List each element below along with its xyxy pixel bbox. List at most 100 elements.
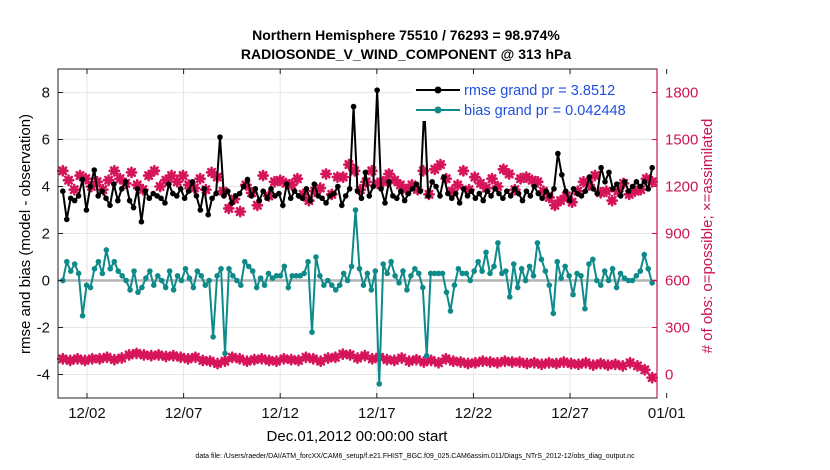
obs-count-marker [154, 180, 166, 193]
rmse-point [507, 193, 514, 199]
y-right-tick-label: 900 [665, 226, 690, 243]
rmse-point [260, 188, 267, 194]
bias-point [419, 284, 426, 291]
rmse-point [617, 193, 624, 199]
rmse-point [256, 197, 263, 204]
y-right-tick-label: 300 [665, 320, 690, 337]
bias-point [186, 275, 193, 281]
chart-title: Northern Hemisphere 75510 / 76293 = 98.9… [252, 27, 560, 43]
rmse-point [405, 190, 412, 197]
obs-count-marker [222, 202, 235, 215]
bias-point [285, 284, 292, 291]
obs-count-marker [344, 349, 357, 361]
bias-point [87, 284, 94, 291]
bias-point [408, 273, 414, 279]
obs-count-marker [204, 355, 217, 368]
bias-point [613, 284, 620, 291]
obs-count-marker [86, 352, 99, 365]
rmse-point [111, 181, 117, 187]
bias-point [309, 329, 315, 336]
obs-count-marker [403, 355, 415, 368]
bias-point [348, 263, 355, 270]
obs-count-marker [513, 356, 526, 368]
rmse-point [409, 186, 416, 192]
bias-point [471, 268, 477, 274]
obs-count-marker [93, 352, 106, 365]
footnote: data file: /Users/raeder/DAI/ATM_forcXX/… [195, 453, 635, 460]
obs-count-marker [102, 174, 115, 187]
y-right-tick-label: 0 [665, 367, 673, 384]
rmse-point [629, 183, 636, 190]
bias-point [491, 263, 497, 270]
rmse-point [476, 190, 483, 197]
bias-point [388, 258, 394, 265]
bias-point [427, 270, 434, 277]
rmse-point [456, 200, 463, 206]
obs-count-marker [182, 352, 194, 365]
bias-point [550, 310, 557, 317]
obs-count-marker [417, 164, 430, 177]
obs-count-marker [395, 352, 408, 364]
rmse-point [452, 190, 459, 197]
obs-count-marker [468, 171, 481, 183]
bias-point [546, 282, 553, 289]
rmse-point [362, 169, 369, 176]
x-tick-label: 12/22 [455, 405, 493, 422]
obs-count-marker [577, 175, 590, 188]
x-tick-label: 12/12 [261, 405, 299, 422]
obs-count-marker [410, 353, 423, 366]
bias-point [277, 273, 284, 279]
rmse-point [621, 179, 628, 185]
bias-point [629, 277, 636, 284]
rmse-point [492, 186, 498, 192]
bias-point [115, 268, 122, 274]
rmse-point [559, 171, 565, 178]
obs-count-marker [358, 349, 371, 362]
bias-point [119, 273, 125, 279]
bias-point [265, 270, 272, 277]
obs-count-marker [611, 185, 624, 198]
obs-count-marker [394, 179, 407, 191]
rmse-point [519, 197, 526, 204]
obs-count-marker [56, 164, 69, 177]
legend-bias-marker [434, 106, 442, 114]
obs-count-marker [241, 355, 253, 368]
obs-count-marker [583, 179, 596, 191]
x-tick-label: 01/01 [648, 405, 686, 422]
rmse-point [319, 195, 325, 202]
y-left-tick-label: 2 [42, 226, 50, 243]
obs-count-marker [514, 172, 527, 185]
y-left-tick-label: 4 [42, 179, 50, 196]
rmse-point [107, 202, 113, 209]
obs-count-marker [234, 205, 247, 218]
bias-point [372, 268, 379, 274]
rmse-point [146, 195, 153, 202]
rmse-point [433, 183, 439, 190]
obs-count-marker [292, 354, 305, 367]
bias-point [154, 273, 161, 279]
bias-point [245, 263, 252, 270]
obs-count-marker [329, 351, 342, 364]
obs-count-marker [233, 352, 246, 365]
y-axis-left: -4 -2 0 2 4 6 8 [37, 85, 63, 384]
obs-count-marker [189, 351, 202, 364]
obs-count-marker [550, 357, 563, 370]
rmse-point [417, 188, 424, 194]
bias-point [384, 270, 390, 277]
bias-point [123, 277, 129, 284]
obs-count-marker [130, 347, 143, 360]
obs-count-marker [194, 172, 207, 185]
rmse-point [637, 183, 644, 190]
bias-point [356, 265, 363, 272]
rmse-point [448, 195, 455, 202]
bias-point [332, 287, 339, 293]
obs-count-marker [142, 169, 155, 182]
bias-point [190, 284, 197, 291]
obs-count-marker [343, 158, 355, 171]
obs-count-marker [148, 164, 161, 177]
rmse-point [323, 200, 329, 206]
rmse-point [79, 176, 86, 183]
obs-count-marker [503, 168, 516, 180]
rmse-point [244, 176, 251, 183]
bias-point [558, 275, 564, 281]
